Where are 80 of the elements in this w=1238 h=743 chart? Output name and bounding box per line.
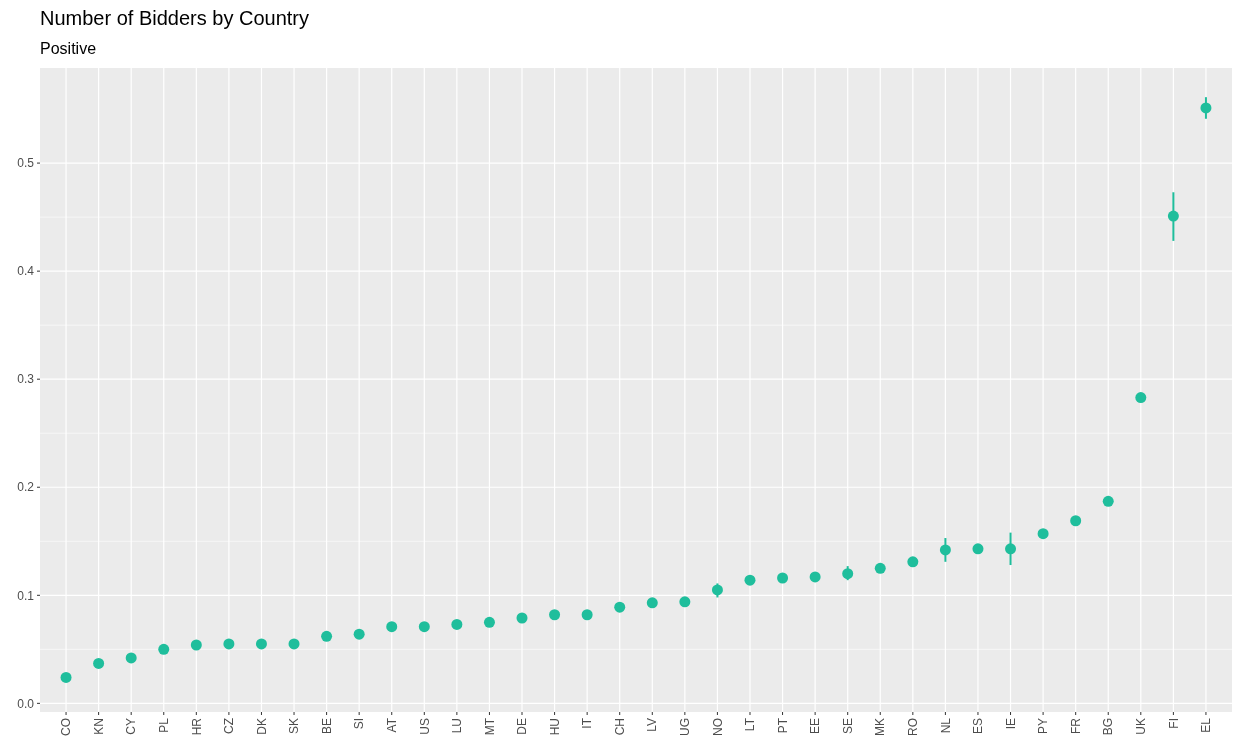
point — [1005, 543, 1017, 555]
x-tick-label: PY — [1036, 718, 1051, 735]
x-tick-label: CO — [59, 718, 74, 736]
point — [1102, 495, 1114, 507]
x-tick-label: BG — [1101, 718, 1116, 736]
point — [93, 657, 105, 669]
chart-subtitle: Positive — [40, 40, 97, 57]
x-tick-label: UG — [678, 718, 693, 736]
point — [223, 638, 235, 650]
x-tick-label: BE — [319, 718, 334, 735]
x-tick-label: CH — [612, 718, 627, 736]
x-tick-label: DE — [515, 718, 530, 735]
x-tick-label: KN — [91, 718, 106, 735]
y-tick-label: 0.0 — [17, 696, 35, 711]
point — [1037, 528, 1049, 540]
point — [907, 556, 919, 568]
point — [1200, 102, 1212, 114]
point — [711, 584, 723, 596]
x-tick-label: HU — [547, 718, 562, 736]
x-tick-label: NO — [710, 718, 725, 736]
x-tick-label: SK — [287, 718, 302, 735]
x-tick-label: HR — [189, 717, 204, 736]
point — [614, 601, 626, 613]
x-tick-label: CY — [124, 718, 139, 735]
point — [451, 618, 463, 630]
point — [874, 562, 886, 574]
point — [516, 612, 528, 624]
point — [1167, 210, 1179, 222]
x-tick-label: DK — [254, 718, 269, 735]
x-tick-label: PL — [156, 717, 171, 733]
point — [1070, 515, 1082, 527]
point — [581, 609, 593, 621]
point — [60, 671, 72, 683]
x-tick-label: SE — [840, 718, 855, 735]
x-tick-label: UK — [1134, 718, 1149, 735]
x-tick-label: NL — [938, 717, 953, 734]
point — [972, 543, 984, 555]
y-tick-label: 0.3 — [17, 372, 35, 387]
point — [1135, 392, 1147, 404]
x-tick-label: CZ — [222, 718, 237, 734]
point — [679, 596, 691, 608]
point — [288, 638, 300, 650]
point — [418, 621, 430, 633]
point — [321, 630, 333, 642]
x-tick-label: US — [417, 718, 432, 735]
x-tick-label: PT — [775, 717, 790, 734]
point — [744, 574, 756, 586]
x-tick-label: LU — [450, 718, 465, 734]
x-tick-label: LT — [743, 717, 758, 732]
x-tick-label: IE — [1003, 718, 1018, 730]
x-tick-label: EL — [1199, 717, 1214, 733]
point — [190, 639, 202, 651]
point — [483, 616, 495, 628]
point — [386, 621, 398, 633]
x-tick-label: MK — [873, 718, 888, 736]
point — [939, 544, 951, 556]
chart-title: Number of Bidders by Country — [40, 7, 310, 29]
y-tick-label: 0.5 — [17, 156, 35, 171]
x-tick-label: RO — [906, 718, 921, 736]
x-tick-label: AT — [384, 717, 399, 733]
x-tick-label: FR — [1068, 717, 1083, 734]
x-tick-label: LV — [645, 718, 660, 732]
x-tick-label: IT — [580, 717, 595, 729]
point — [125, 652, 137, 664]
point — [549, 609, 561, 621]
point — [255, 638, 267, 650]
x-tick-label: ES — [971, 718, 986, 735]
point — [777, 572, 789, 584]
y-tick-label: 0.1 — [17, 588, 35, 603]
point — [158, 643, 170, 655]
y-tick-label: 0.2 — [17, 480, 35, 495]
point — [646, 597, 658, 609]
x-tick-label: EE — [808, 718, 823, 735]
x-tick-label: FI — [1166, 718, 1181, 729]
x-tick-label: MT — [482, 717, 497, 736]
point — [353, 628, 365, 640]
point — [809, 571, 821, 583]
x-tick-label: SI — [352, 718, 367, 730]
y-tick-label: 0.4 — [17, 264, 35, 279]
point — [842, 568, 854, 580]
